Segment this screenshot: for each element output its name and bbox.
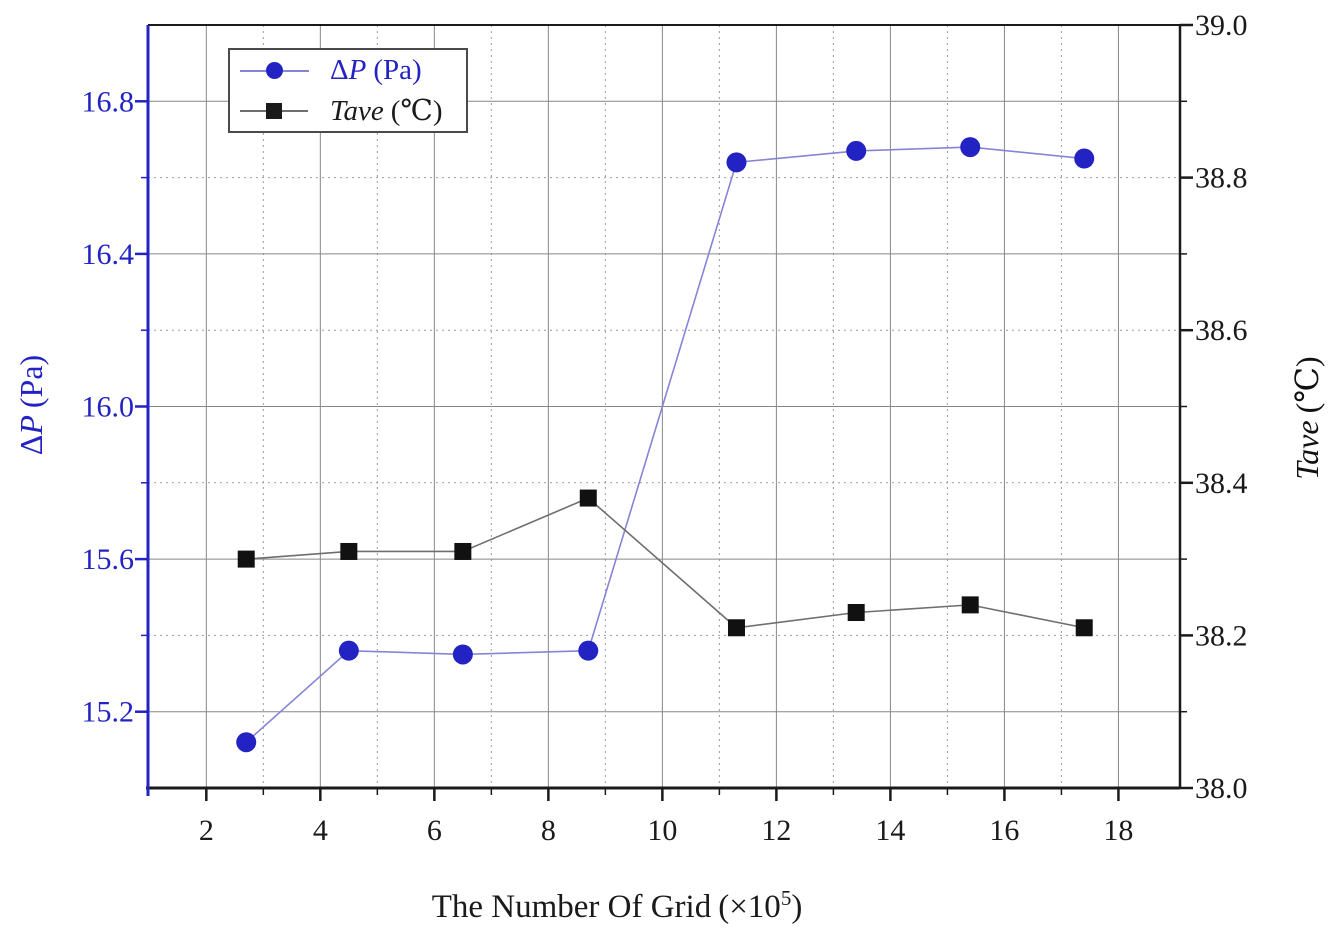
legend: ΔP (Pa) Tave (℃) <box>228 48 468 133</box>
svg-text:14: 14 <box>875 814 905 847</box>
x-tick-labels: 2 4 6 8 10 12 14 16 18 <box>199 814 1134 847</box>
series-line-0 <box>245 146 1085 743</box>
svg-text:15.2: 15.2 <box>82 696 135 729</box>
right-tick-labels: 38.0 38.2 38.4 38.6 38.8 39.0 <box>1195 9 1248 805</box>
svg-text:38.4: 38.4 <box>1195 467 1248 500</box>
svg-text:38.2: 38.2 <box>1195 619 1248 652</box>
svg-text:4: 4 <box>313 814 328 847</box>
x-axis-title: The Number Of Grid (×105) <box>431 886 803 925</box>
legend-item-tave: Tave (℃) <box>230 91 466 130</box>
circle-marker-icon <box>240 62 318 79</box>
square-marker-icon <box>240 102 318 119</box>
svg-text:15.6: 15.6 <box>82 543 135 576</box>
major-gridlines <box>148 25 1180 788</box>
minor-gridlines <box>148 25 1180 788</box>
svg-text:10: 10 <box>647 814 677 847</box>
svg-text:2: 2 <box>199 814 214 847</box>
svg-text:12: 12 <box>761 814 791 847</box>
svg-text:16.0: 16.0 <box>82 391 135 424</box>
svg-text:39.0: 39.0 <box>1195 9 1248 42</box>
legend-label-tave: Tave (℃) <box>330 95 443 127</box>
right-axis-title: Tave(℃) <box>1289 356 1325 480</box>
series-markers-1 <box>237 489 1093 637</box>
svg-text:6: 6 <box>427 814 442 847</box>
series-line-1 <box>246 497 1085 629</box>
svg-text:16: 16 <box>989 814 1019 847</box>
axis-spines <box>146 24 1182 796</box>
svg-text:16.8: 16.8 <box>82 85 135 118</box>
svg-text:38.6: 38.6 <box>1195 314 1248 347</box>
series-markers-0 <box>236 137 1095 753</box>
legend-label-deltap: ΔP (Pa) <box>330 54 422 86</box>
axis-ticks <box>135 23 1193 801</box>
svg-text:38.8: 38.8 <box>1195 162 1248 195</box>
left-axis-title: ΔP(Pa) <box>13 354 49 456</box>
svg-text:16.4: 16.4 <box>82 238 135 271</box>
svg-text:18: 18 <box>1103 814 1133 847</box>
svg-text:8: 8 <box>541 814 556 847</box>
left-tick-labels: 15.2 15.6 16.0 16.4 16.8 <box>82 85 135 728</box>
legend-item-deltap: ΔP (Pa) <box>230 51 466 90</box>
svg-text:38.0: 38.0 <box>1195 772 1248 805</box>
